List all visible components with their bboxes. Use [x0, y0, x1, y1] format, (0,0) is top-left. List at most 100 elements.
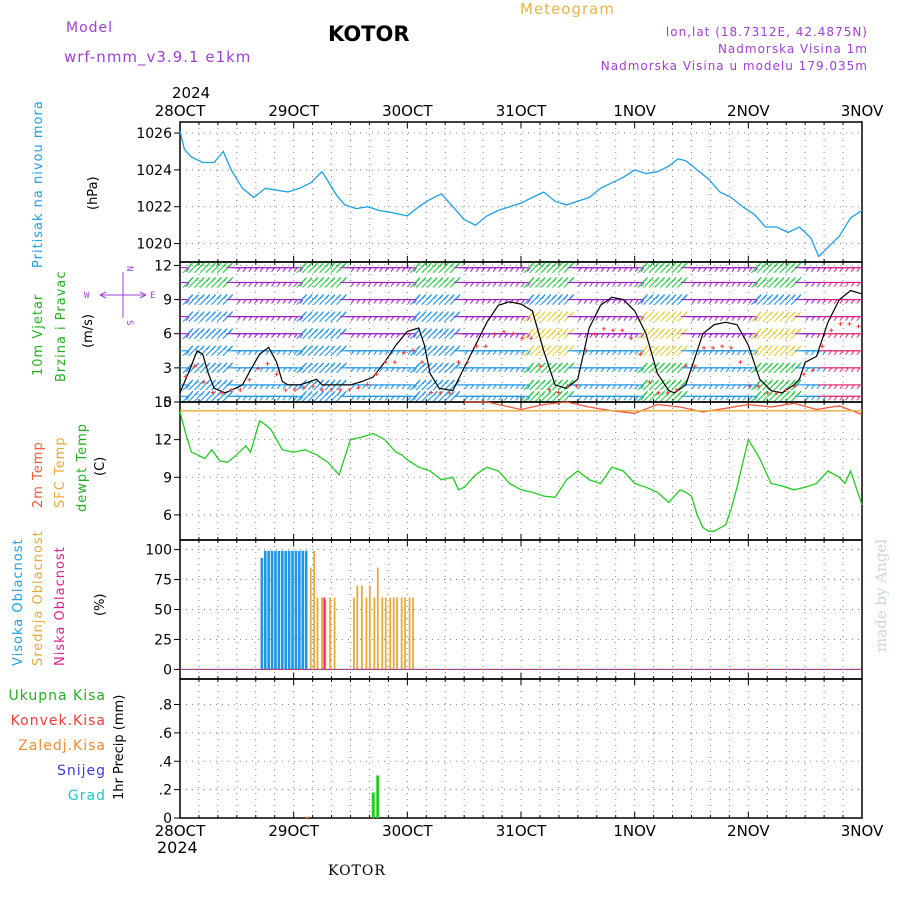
wind-barb [367, 350, 372, 356]
wind-barb [708, 333, 713, 339]
wind-barb [407, 333, 412, 339]
wind-barb [439, 294, 444, 299]
wind-barb [606, 299, 611, 304]
wind-barb [850, 367, 855, 373]
wind-gust-marker [256, 366, 261, 371]
wind-barb [780, 277, 785, 282]
wind-barb [714, 333, 719, 339]
wind-barb [456, 277, 461, 282]
wind-barb [786, 379, 790, 385]
wind-barb [350, 282, 355, 287]
wind-barb [839, 396, 844, 401]
wind-barb [811, 333, 815, 339]
temp-unit: (C) [93, 457, 108, 476]
wind-barb [384, 316, 389, 321]
temp-ylabel-1: 2m Temp [31, 441, 46, 508]
wind-barb [206, 345, 211, 351]
wind-gust-marker [720, 344, 725, 349]
wind-barb [401, 267, 406, 272]
wind-barb [791, 328, 796, 333]
wind-barb [629, 384, 633, 390]
wind-barb [237, 282, 241, 287]
wind-barb [697, 384, 702, 390]
wind-barb [271, 299, 275, 304]
wind-barb [206, 362, 211, 368]
wind-barb [331, 345, 336, 351]
wind-barb [362, 367, 366, 373]
y-tick-label: 3 [163, 361, 172, 377]
wind-gust-marker [692, 364, 697, 369]
precip-ylabel: 1hr Precip (mm) [112, 695, 127, 800]
wind-barb [661, 362, 665, 368]
wind-barb [416, 345, 421, 351]
wind-barb [413, 316, 418, 321]
wind-barb [763, 328, 768, 333]
wind-barb [498, 299, 503, 304]
wind-barb [691, 333, 696, 339]
wind-barb [445, 262, 449, 267]
wind-barb [833, 282, 838, 287]
wind-barb [288, 267, 292, 272]
wind-barb [845, 384, 849, 390]
wind-barb [521, 384, 525, 390]
wind-barb [265, 267, 270, 272]
y-tick-label: 0 [163, 395, 172, 411]
wind-barb [748, 396, 753, 401]
wind-barb [206, 328, 211, 333]
y-tick-label: 0 [163, 811, 172, 827]
y-tick-label: 6 [163, 508, 172, 524]
wind-barb [589, 316, 594, 321]
wind-barb [697, 367, 702, 373]
wind-barb [492, 316, 497, 321]
wind-barb [413, 333, 418, 339]
wind-barb [521, 267, 525, 272]
wind-barb [487, 367, 491, 373]
wind-barb [325, 294, 330, 299]
cloud-bar-high [281, 550, 284, 670]
year-label-top: 2024 [172, 84, 210, 102]
wind-barb [678, 390, 683, 396]
wind-barb [714, 384, 719, 390]
wind-barb [708, 316, 713, 321]
wind-barb [299, 396, 304, 401]
wind-barb [288, 367, 292, 373]
wind-barb [536, 379, 540, 385]
wind-barb [805, 267, 810, 272]
wind-barb [407, 396, 412, 401]
wind-barb [325, 390, 330, 396]
wind-barb [737, 350, 741, 356]
wind-barb [362, 384, 366, 390]
wind-barb [439, 262, 444, 267]
wind-barb [708, 350, 713, 356]
wind-barb [833, 333, 838, 339]
wind-barb [492, 350, 497, 356]
wind-barb [515, 396, 520, 401]
wind-barb [672, 379, 677, 385]
wind-barb [526, 396, 531, 401]
wind-barb [206, 390, 211, 396]
wind-barb [558, 262, 563, 267]
wind-barb [276, 350, 281, 356]
wind-barb [850, 384, 855, 390]
wind-barb [433, 262, 438, 267]
wind-barb [583, 316, 588, 321]
wind-barb [475, 384, 480, 390]
wind-barb [541, 311, 546, 316]
wind-barb [521, 316, 525, 321]
wind-barb [828, 396, 832, 401]
cloud-unit: (%) [93, 594, 108, 617]
wind-barb [553, 345, 557, 351]
wind-barb [606, 316, 611, 321]
wind-barb [325, 328, 330, 333]
temp-line-t2m [464, 401, 863, 416]
wind-barb [487, 267, 491, 272]
wind-barb [606, 384, 611, 390]
wind-barb [362, 299, 366, 304]
wind-barb [303, 328, 307, 333]
year-label-bottom: 2024 [157, 838, 198, 857]
wind-barb [530, 362, 535, 368]
wind-barb [757, 362, 762, 368]
cloud-bar-mid [360, 585, 363, 670]
wind-barb [492, 384, 497, 390]
